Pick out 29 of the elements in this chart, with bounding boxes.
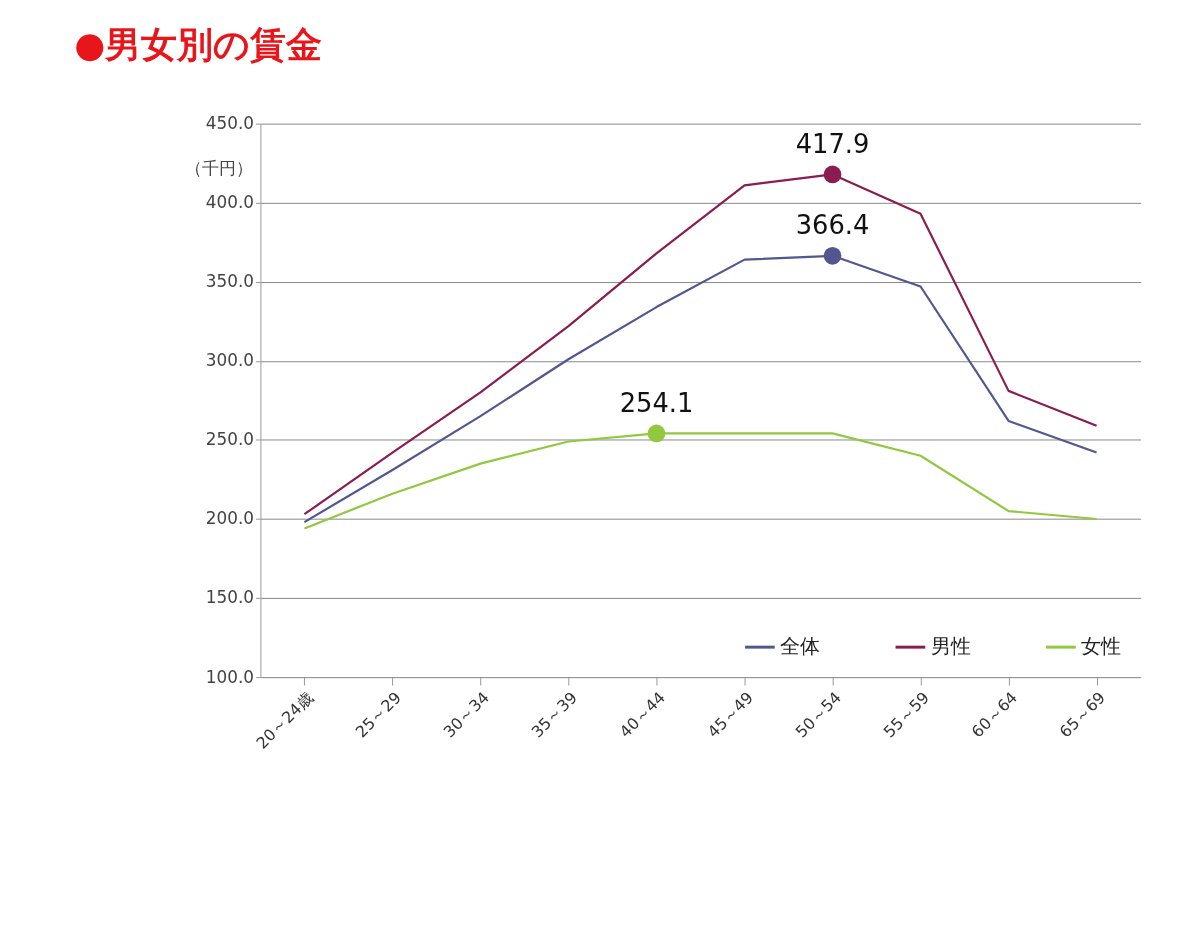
legend-label: 全体 xyxy=(780,635,821,659)
x-tick-label: 30～34 xyxy=(439,687,493,742)
legend-label: 女性 xyxy=(1081,635,1122,659)
y-tick-label: 150.0 xyxy=(205,587,254,608)
y-tick-label: 250.0 xyxy=(205,429,254,450)
y-tick-label: 400.0 xyxy=(205,192,254,213)
y-tick-label: 450.0 xyxy=(205,113,254,134)
y-axis-title: （千円） xyxy=(184,157,253,178)
y-tick-label: 100.0 xyxy=(205,666,254,687)
x-tick-label: 60～64 xyxy=(967,687,1021,742)
x-tick-label: 40～44 xyxy=(615,687,669,742)
y-tick-label: 350.0 xyxy=(205,271,254,292)
chart-title: ●男女別の賃金 xyxy=(74,24,323,66)
legend-label: 男性 xyxy=(930,635,971,659)
y-tick-label: 300.0 xyxy=(205,350,254,371)
annotation: 254.1 xyxy=(619,387,694,418)
point xyxy=(647,424,666,443)
annotation: 417.9 xyxy=(795,128,870,159)
point xyxy=(823,165,842,184)
y-tick-label: 200.0 xyxy=(205,508,254,529)
x-tick-label: 55～59 xyxy=(879,687,933,742)
x-tick-label: 65～69 xyxy=(1055,687,1110,742)
x-tick-label: 20～24歳 xyxy=(252,687,317,753)
x-tick-label: 50～54 xyxy=(791,687,845,742)
x-tick-label: 25～29 xyxy=(351,687,405,742)
point xyxy=(823,247,842,265)
x-tick-label: 35～39 xyxy=(527,687,581,742)
x-tick-label: 45～49 xyxy=(703,687,757,742)
annotation: 366.4 xyxy=(795,210,870,241)
